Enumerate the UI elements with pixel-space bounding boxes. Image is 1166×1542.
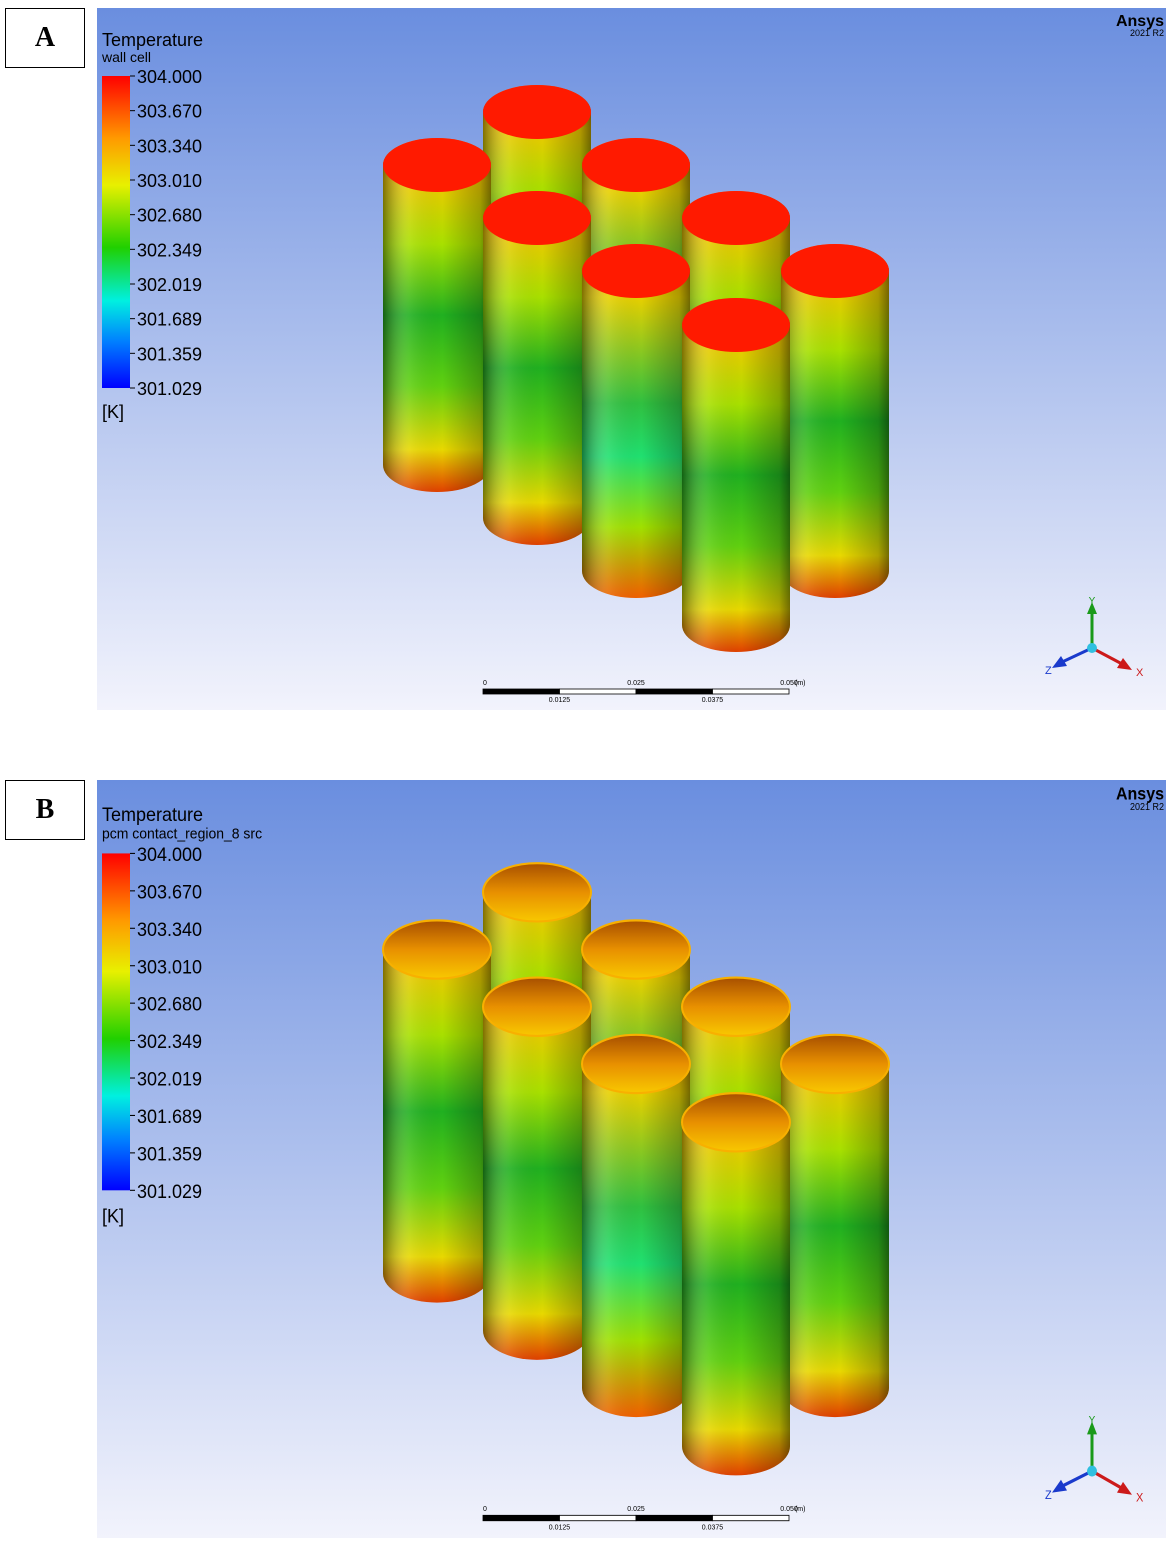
legend-tick-label: 303.010 xyxy=(137,171,202,191)
legend-title: Temperature xyxy=(102,30,203,50)
axis-origin xyxy=(1087,643,1097,653)
cylinder-opening xyxy=(582,920,690,978)
scale-label: 0 xyxy=(483,1504,487,1513)
axis-label: X xyxy=(1136,1492,1144,1504)
brand-version: 2021 R2 xyxy=(1130,28,1164,38)
legend-subtitle: pcm contact_region_8 src xyxy=(102,826,262,843)
scale-label: 0.0375 xyxy=(702,697,724,704)
cylinder-opening xyxy=(483,863,591,921)
cylinder-opening xyxy=(582,1035,690,1093)
color-bar xyxy=(102,853,130,1190)
scale-segment xyxy=(636,689,713,694)
legend-unit: [K] xyxy=(102,1205,124,1227)
legend-tick-label: 303.670 xyxy=(137,102,202,122)
scale-segment xyxy=(483,689,560,694)
scale-segment xyxy=(483,1515,560,1520)
legend-tick-label: 304.000 xyxy=(137,67,202,87)
legend-tick-label: 302.019 xyxy=(137,275,202,295)
scale-unit: (m) xyxy=(795,1504,805,1513)
legend-tick-label: 302.019 xyxy=(137,1068,202,1090)
scale-segment xyxy=(560,689,637,694)
cylinder-opening xyxy=(483,978,591,1036)
legend-title: Temperature xyxy=(102,803,203,825)
cylinder-top xyxy=(682,191,790,245)
brand-name: Ansys xyxy=(1116,784,1164,804)
legend-tick-label: 301.359 xyxy=(137,344,202,364)
legend-tick-label: 301.689 xyxy=(137,1105,202,1127)
cylinder-top xyxy=(582,244,690,298)
scale-segment xyxy=(560,1515,637,1520)
legend-subtitle: wall cell xyxy=(101,49,151,65)
legend-tick-label: 303.010 xyxy=(137,956,202,978)
legend-tick-label: 302.349 xyxy=(137,240,202,260)
axis-label: Z xyxy=(1045,1490,1052,1502)
cylinder-opening xyxy=(682,1093,790,1151)
axis-label: X xyxy=(1136,667,1144,679)
cylinder-top xyxy=(582,138,690,192)
legend-tick-label: 301.029 xyxy=(137,1180,202,1202)
legend-tick-label: 301.029 xyxy=(137,379,202,399)
cylinder-opening xyxy=(383,920,491,978)
legend-tick-label: 302.680 xyxy=(137,206,202,226)
scale-segment xyxy=(636,1515,713,1520)
legend-tick-label: 302.680 xyxy=(137,993,202,1015)
cylinder-top xyxy=(682,298,790,352)
color-bar xyxy=(102,76,130,388)
scale-label: 0.0125 xyxy=(549,697,571,704)
scale-label: 0.025 xyxy=(627,680,645,687)
cylinder-top xyxy=(483,191,591,245)
panel-label: A xyxy=(5,8,85,68)
cylinder-top xyxy=(781,244,889,298)
legend-unit: [K] xyxy=(102,402,124,422)
cylinder-top xyxy=(483,85,591,139)
cylinder-opening xyxy=(781,1035,889,1093)
cylinder-top xyxy=(383,138,491,192)
legend-tick-label: 301.359 xyxy=(137,1143,202,1165)
figure: ATemperaturewall cell304.000303.670303.3… xyxy=(0,0,1166,1542)
scale-segment xyxy=(713,1515,790,1520)
legend-tick-label: 303.340 xyxy=(137,918,202,940)
axis-label: Y xyxy=(1089,596,1096,607)
legend-tick-label: 303.670 xyxy=(137,881,202,903)
scale-label: 0 xyxy=(483,680,487,687)
scale-label: 0.0125 xyxy=(549,1522,570,1531)
legend-tick-label: 301.689 xyxy=(137,310,202,330)
cylinder-opening xyxy=(682,978,790,1036)
axis-origin xyxy=(1087,1466,1097,1477)
axis-label: Y xyxy=(1089,1415,1096,1426)
brand-version: 2021 R2 xyxy=(1130,802,1164,812)
scale-label: 0.0375 xyxy=(702,1522,723,1531)
legend-tick-label: 304.000 xyxy=(137,843,202,865)
legend-tick-label: 302.349 xyxy=(137,1031,202,1053)
panel-label: B xyxy=(5,780,85,840)
scale-label: 0.025 xyxy=(627,1504,644,1513)
scale-unit: (m) xyxy=(795,680,806,687)
scale-segment xyxy=(713,689,790,694)
legend-tick-label: 303.340 xyxy=(137,136,202,156)
axis-label: Z xyxy=(1045,665,1052,677)
